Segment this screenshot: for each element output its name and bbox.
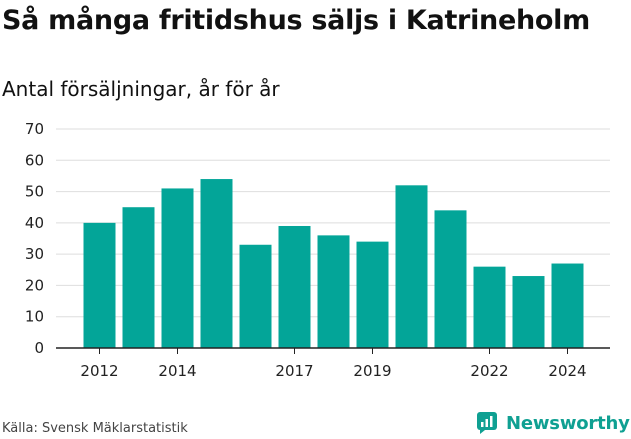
bar-2015 <box>200 179 233 348</box>
y-tick-label: 70 <box>25 120 44 138</box>
y-tick-label: 20 <box>25 276 44 294</box>
x-tick-label: 2019 <box>353 362 391 380</box>
chart-title: Så många fritidshus säljs i Katrineholm <box>2 5 590 36</box>
bars <box>83 179 584 348</box>
bar-2017 <box>278 225 311 348</box>
bar-2023 <box>512 276 545 348</box>
bar-2018 <box>317 235 350 348</box>
newsworthy-logo-icon <box>477 412 497 434</box>
x-axis-ticks <box>99 348 568 354</box>
y-tick-label: 40 <box>25 214 44 232</box>
bar-2016 <box>239 244 272 348</box>
bar-2019 <box>356 241 389 348</box>
brand-name: Newsworthy <box>506 412 630 434</box>
bar-2024 <box>551 263 584 348</box>
x-tick-label: 2012 <box>80 362 118 380</box>
bar-2020 <box>395 185 428 348</box>
y-axis-labels: 0 10 20 30 40 50 60 70 <box>25 120 44 357</box>
chart-subtitle: Antal försäljningar, år för år <box>2 77 280 101</box>
y-tick-label: 50 <box>25 183 44 201</box>
bar-2013 <box>122 207 155 348</box>
x-axis-labels: 2012 2014 2017 2019 2022 2024 <box>80 362 586 380</box>
x-tick-label: 2014 <box>158 362 196 380</box>
y-tick-label: 0 <box>34 339 44 357</box>
x-tick-label: 2017 <box>275 362 313 380</box>
bar-2021 <box>434 210 467 348</box>
bar-2012 <box>83 222 116 348</box>
y-tick-label: 60 <box>25 151 44 169</box>
x-tick-label: 2024 <box>548 362 586 380</box>
y-tick-label: 30 <box>25 245 44 263</box>
y-tick-label: 10 <box>25 308 44 326</box>
source-note: Källa: Svensk Mäklarstatistik <box>2 421 188 436</box>
bar-2022 <box>473 266 506 348</box>
bar-chart: 0 10 20 30 40 50 60 70 2012 2014 2017 2019 2022 2024 <box>25 120 610 380</box>
x-tick-label: 2022 <box>470 362 508 380</box>
bar-2014 <box>161 188 194 348</box>
brand-logo: Newsworthy <box>476 410 630 436</box>
